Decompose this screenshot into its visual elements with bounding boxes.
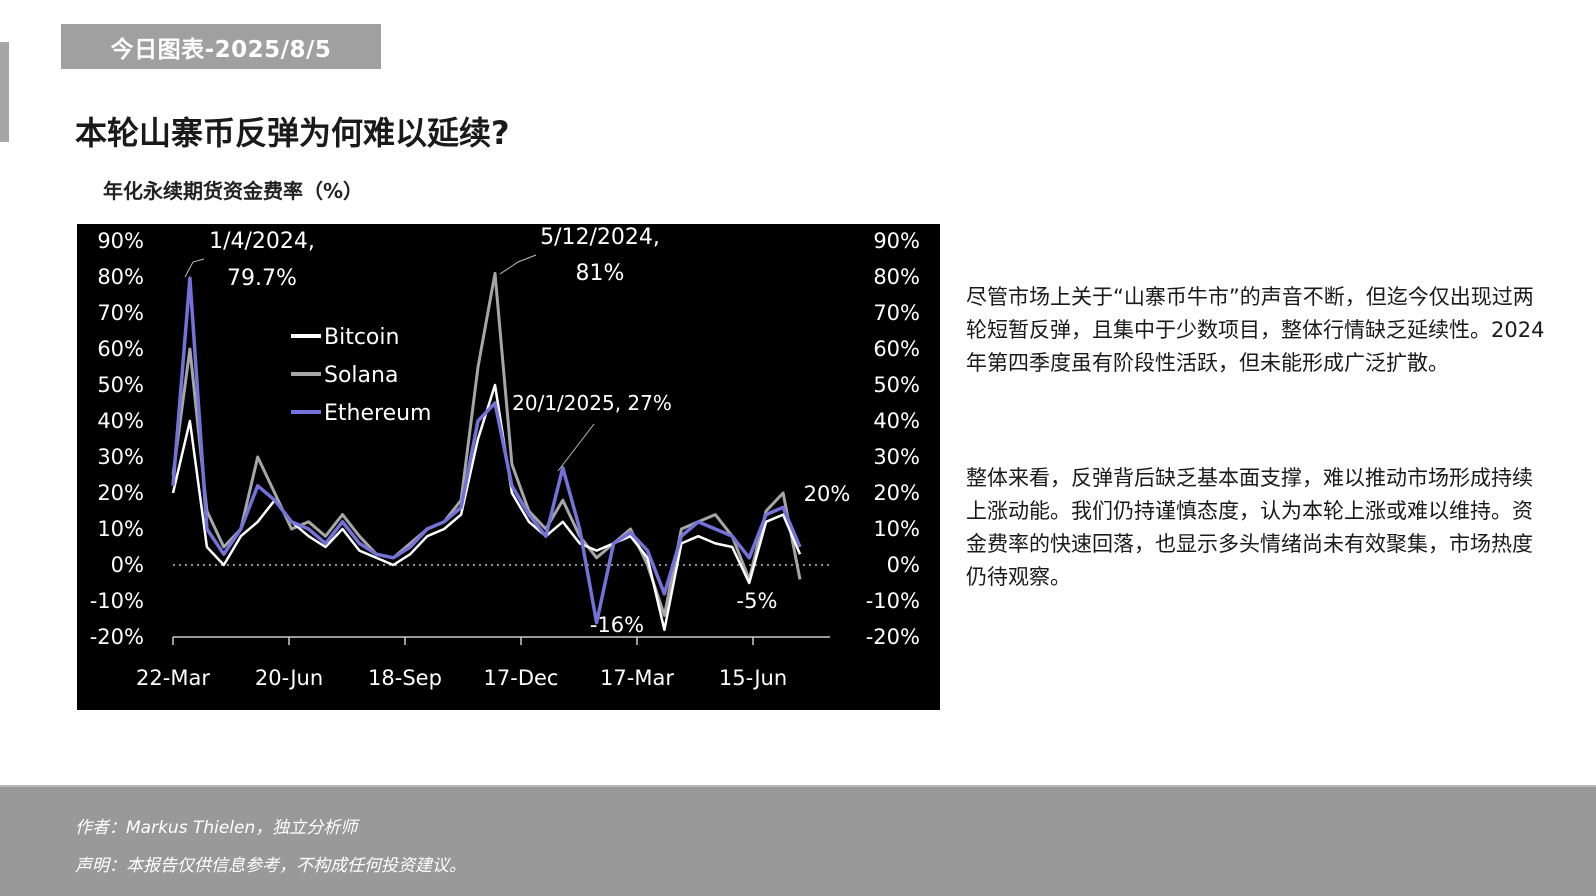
y-tick-right: 50% — [873, 373, 920, 397]
annotation-peak-jan-2024: 1/4/2024, — [209, 229, 315, 254]
x-tick-label: 22-Mar — [136, 666, 210, 690]
y-tick-right: 70% — [873, 301, 920, 325]
author-line: 作者：Markus Thielen，独立分析师 — [75, 818, 358, 838]
y-tick-left: 80% — [97, 265, 144, 289]
x-tick-label: 17-Dec — [484, 666, 559, 690]
series-line-solana — [171, 271, 802, 617]
y-tick-left: 20% — [97, 481, 144, 505]
x-tick-label: 18-Sep — [368, 666, 442, 690]
x-tick-label: 17-Mar — [600, 666, 674, 690]
y-tick-left: 60% — [97, 337, 144, 361]
legend-label-solana: Solana — [324, 363, 398, 388]
y-tick-right: 90% — [873, 229, 920, 253]
y-tick-left: 50% — [97, 373, 144, 397]
y-tick-right: 20% — [873, 481, 920, 505]
y-tick-right: -10% — [866, 589, 920, 613]
y-tick-left: 10% — [97, 517, 144, 541]
x-tick-label: 20-Jun — [255, 666, 323, 690]
y-tick-left: -20% — [90, 625, 144, 649]
page-title: 本轮山寨币反弹为何难以延续? — [75, 114, 510, 152]
y-tick-left: 40% — [97, 409, 144, 433]
chart-subtitle: 年化永续期货资金费率（%） — [103, 179, 364, 203]
y-tick-left: -10% — [90, 589, 144, 613]
y-tick-left: 30% — [97, 445, 144, 469]
legend-label-ethereum: Ethereum — [324, 401, 431, 426]
y-tick-right: 0% — [887, 553, 920, 577]
annotation-peak-dec-2024: 5/12/2024, — [540, 225, 660, 250]
annotation-latest-20: 20% — [804, 482, 851, 506]
annotation-leader — [184, 258, 205, 278]
series-line-ethereum — [171, 276, 802, 625]
legend-label-bitcoin: Bitcoin — [324, 325, 399, 350]
left-accent-bar — [0, 42, 9, 142]
y-tick-right: 80% — [873, 265, 920, 289]
annotation-leader — [499, 254, 537, 275]
date-tag: 今日图表-2025/8/5 — [61, 24, 381, 69]
disclaimer-line: 声明：本报告仅供信息参考，不构成任何投资建议。 — [75, 856, 466, 876]
annotation-peak-dec-2024-value: 81% — [576, 261, 625, 286]
y-tick-right: 10% — [873, 517, 920, 541]
annotation-peak-jan-2024-value: 79.7% — [227, 266, 297, 291]
y-tick-left: 0% — [111, 553, 144, 577]
y-tick-right: 60% — [873, 337, 920, 361]
y-tick-left: 70% — [97, 301, 144, 325]
y-tick-right: 30% — [873, 445, 920, 469]
footer: 作者：Markus Thielen，独立分析师 声明：本报告仅供信息参考，不构成… — [0, 785, 1596, 896]
y-tick-left: 90% — [97, 229, 144, 253]
series-line-bitcoin — [171, 383, 802, 632]
x-tick-label: 15-Jun — [719, 666, 787, 690]
annotation-low-5: -5% — [737, 589, 778, 613]
annotation-low-16: -16% — [590, 613, 644, 637]
annotation-jan-2025: 20/1/2025, 27% — [512, 391, 672, 415]
y-tick-right: -20% — [866, 625, 920, 649]
y-tick-right: 40% — [873, 409, 920, 433]
funding-rate-chart: 90% 90% 80% 80% 70% 70% 60% 60% 50% 50% 40% 40% 30% 3… — [77, 224, 940, 710]
commentary-paragraph-1: 尽管市场上关于“山寨币牛市”的声音不断，但迄今仅出现过两轮短暂反弹，且集中于少数… — [966, 285, 1545, 375]
commentary-paragraph-2: 整体来看，反弹背后缺乏基本面支撑，难以推动市场形成持续上涨动能。我们仍持谨慎态度… — [966, 466, 1533, 589]
annotation-leader — [557, 423, 595, 472]
chart-svg: 90% 90% 80% 80% 70% 70% 60% 60% 50% 50% 40% 40% 30% 3… — [90, 225, 920, 690]
